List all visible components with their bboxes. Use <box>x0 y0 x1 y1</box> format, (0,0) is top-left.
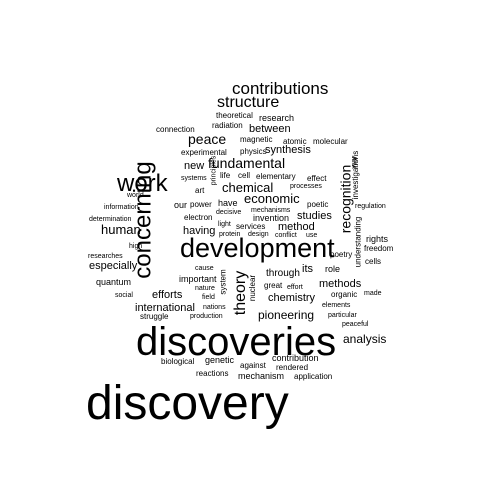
word-rights: rights <box>366 234 389 244</box>
word-method: method <box>278 221 315 233</box>
word-chemical: chemical <box>222 180 274 195</box>
word-have: have <box>218 198 238 208</box>
word-research: research <box>259 113 295 123</box>
word-poetry: poetry <box>330 250 353 259</box>
word-peace: peace <box>188 131 227 147</box>
word-role: role <box>325 264 341 274</box>
word-development: development <box>180 233 335 263</box>
word-rendered: rendered <box>276 363 309 372</box>
word-services: services <box>236 222 266 231</box>
word-peaceful: peaceful <box>342 321 369 328</box>
word-design: design <box>248 231 269 238</box>
word-social: social <box>115 292 133 299</box>
word-organic: organic <box>331 290 358 299</box>
word-against: against <box>240 361 266 370</box>
word-international: international <box>135 302 195 314</box>
word-elements: elements <box>322 302 351 309</box>
word-biological: biological <box>161 357 195 366</box>
word-war: war <box>349 155 359 169</box>
word-theoretical: theoretical <box>216 111 253 120</box>
word-cell: cell <box>238 171 251 180</box>
word-theory: theory <box>232 270 250 316</box>
word-between: between <box>249 123 291 135</box>
word-physics: physics <box>240 147 267 156</box>
word-genetic: genetic <box>205 355 235 365</box>
word-molecular: molecular <box>313 137 348 146</box>
word-especially: especially <box>89 260 138 272</box>
word-connection: connection <box>156 125 195 134</box>
word-effect: effect <box>307 174 327 183</box>
word-mechanisms: mechanisms <box>251 207 291 214</box>
word-chemistry: chemistry <box>268 292 316 304</box>
word-freedom: freedom <box>364 244 394 253</box>
word-nature: nature <box>195 285 215 292</box>
word-particular: particular <box>328 312 357 319</box>
word-its: its <box>302 263 313 275</box>
word-human: human <box>101 222 141 237</box>
word-work: work <box>117 170 168 197</box>
word-poetic: poetic <box>307 200 329 209</box>
word-great: great <box>264 281 283 290</box>
word-understanding: understanding <box>353 216 363 268</box>
word-efforts: efforts <box>152 289 183 301</box>
word-nations: nations <box>203 304 226 311</box>
word-researches: researches <box>88 253 123 260</box>
word-mechanism: mechanism <box>238 371 285 381</box>
word-regulation: regulation <box>355 203 386 210</box>
word-contributions: contributions <box>232 79 329 98</box>
word-power: power <box>190 200 212 209</box>
word-analysis: analysis <box>343 332 387 346</box>
word-discovery: discovery <box>86 377 289 430</box>
word-application: application <box>294 372 333 381</box>
word-through: through <box>266 268 300 279</box>
word-important: important <box>179 274 217 284</box>
word-decisive: decisive <box>216 209 242 216</box>
word-art: art <box>195 186 205 195</box>
word-magnetic: magnetic <box>240 135 273 144</box>
word-life: life <box>220 171 231 180</box>
word-radiation: radiation <box>212 121 243 130</box>
word-production: production <box>190 313 223 320</box>
word-principles: principles <box>210 155 218 186</box>
word-world: world <box>127 192 144 199</box>
word-studies: studies <box>297 210 332 222</box>
word-pioneering: pioneering <box>258 308 315 322</box>
word-our: our <box>174 200 188 210</box>
word-system: system <box>218 269 228 295</box>
word-protein: protein <box>219 231 241 238</box>
word-atomic: atomic <box>283 137 307 146</box>
word-cause: cause <box>195 265 214 272</box>
word-experimental: experimental <box>181 148 227 157</box>
word-light: light <box>218 221 231 228</box>
word-methods: methods <box>319 278 362 290</box>
word-determination: determination <box>89 216 132 223</box>
word-conflict: conflict <box>275 232 297 239</box>
word-structure: structure <box>217 94 280 111</box>
word-cells: cells <box>365 257 382 266</box>
word-struggle: struggle <box>140 312 169 321</box>
word-nuclear: nuclear <box>248 274 258 302</box>
word-systems: systems <box>181 175 207 182</box>
word-use: use <box>306 232 318 239</box>
word-elementary: elementary <box>256 172 296 181</box>
word-discoveries: discoveries <box>136 320 337 364</box>
word-fundamental: fundamental <box>208 155 286 171</box>
word-reactions: reactions <box>196 369 229 378</box>
word-electron: electron <box>184 213 213 222</box>
word-recognition: recognition <box>337 164 354 234</box>
word-new: new <box>184 160 205 172</box>
word-having: having <box>183 225 216 237</box>
word-field: field <box>202 294 215 301</box>
word-invention: invention <box>253 213 290 223</box>
word-quantum: quantum <box>96 277 132 287</box>
word-made: made <box>364 290 382 297</box>
word-synthesis: synthesis <box>265 144 311 156</box>
word-high: high <box>129 243 143 250</box>
word-information: information <box>104 204 139 211</box>
word-economic: economic <box>244 191 300 206</box>
word-processes: processes <box>290 183 322 190</box>
word-contribution: contribution <box>272 353 319 363</box>
word-effort: effort <box>287 284 303 291</box>
